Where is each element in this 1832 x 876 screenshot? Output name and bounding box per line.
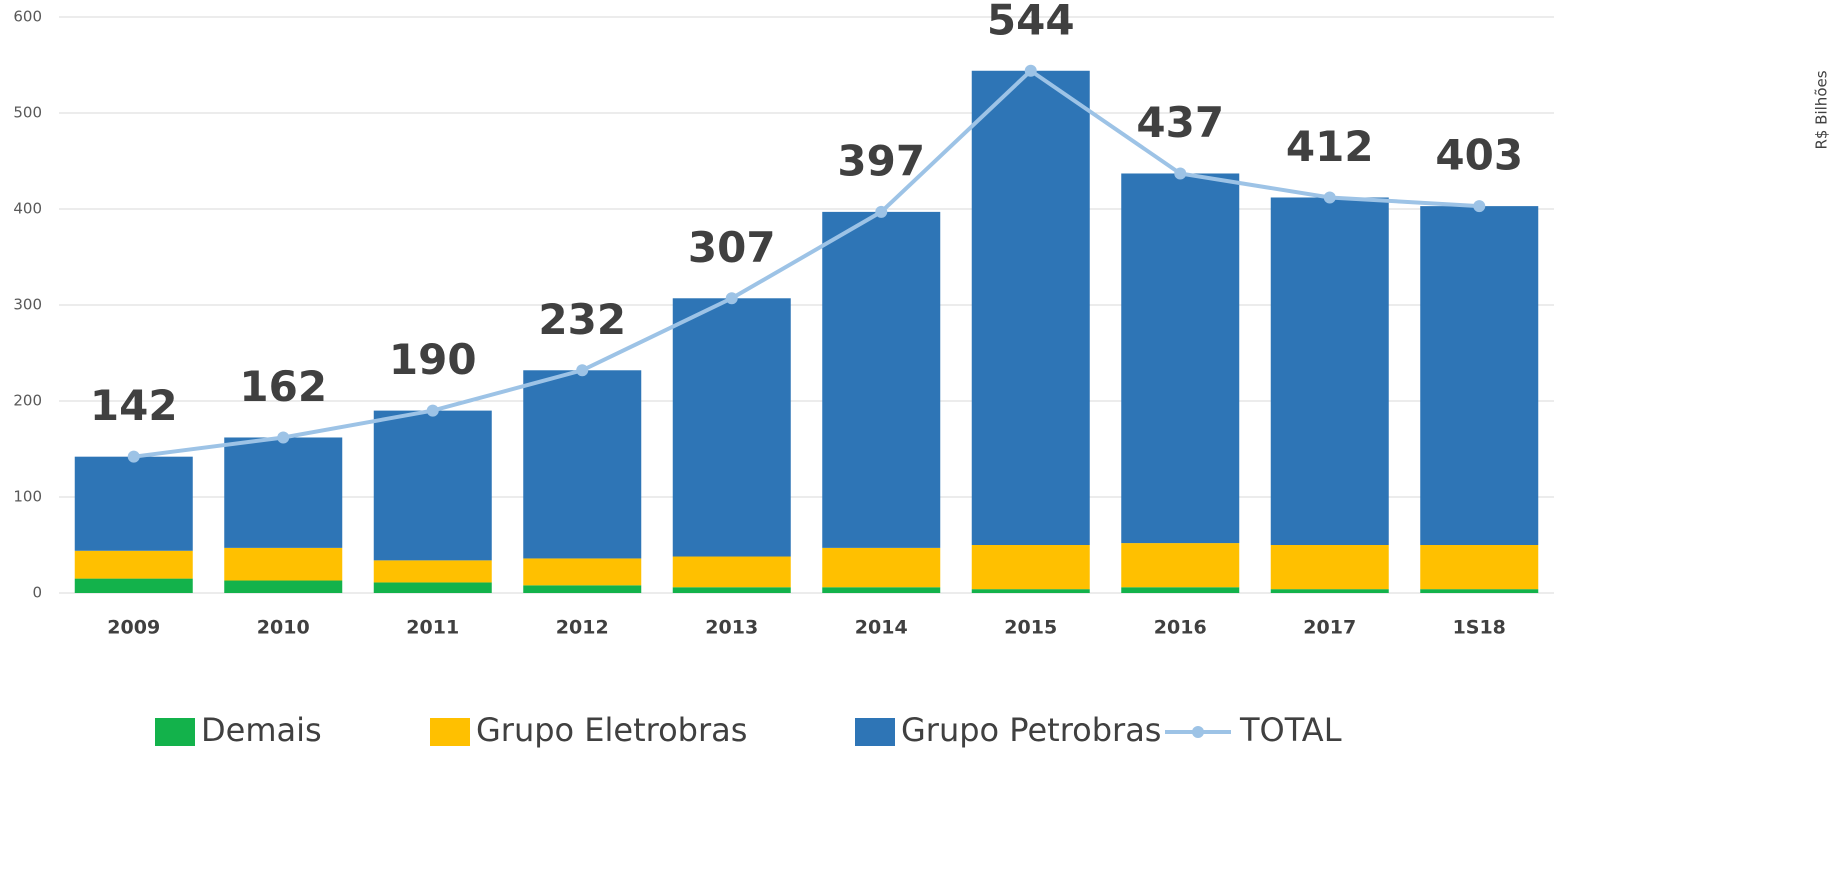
data-label: 190 [389,335,477,384]
bar-segment [1420,545,1539,590]
bar-segment [971,70,1090,545]
x-tick-label: 2015 [1004,617,1057,639]
bar-segment [523,585,642,593]
bar-segment [1121,587,1240,593]
x-tick-label: 2011 [406,617,459,639]
y-tick-label: 200 [13,392,42,410]
x-tick-label: 2012 [556,617,609,639]
bar-segment [1420,206,1539,545]
bar-segment [74,578,193,593]
bar-segment [971,589,1090,593]
legend-marker [1192,726,1204,738]
bar-segment [373,582,492,593]
x-tick-label: 2016 [1154,617,1207,639]
x-tick-label: 2013 [705,617,758,639]
bar-segment [1270,589,1389,593]
total-line [133,68,1480,459]
bar-segment [373,560,492,583]
bar-segment [822,211,941,548]
x-tick-label: 2014 [855,617,908,639]
data-label: 412 [1286,122,1374,171]
total-point [576,364,589,377]
y-tick-label: 400 [13,200,42,218]
bar-segment [672,298,791,557]
legend-label: TOTAL [1239,711,1342,749]
y-tick-label: 300 [13,296,42,314]
bar-segment [971,545,1090,590]
bar-segment [672,587,791,593]
bar-segment [523,558,642,586]
total-point [875,205,888,218]
data-label: 403 [1435,131,1523,180]
y-axis-label: R$ Bilhões [1813,70,1831,149]
bar-segment [822,587,941,593]
bar-segment [224,580,343,593]
data-label: 232 [538,295,626,344]
y-tick-label: 500 [13,104,42,122]
bar-segment [74,550,193,579]
total-point [1174,167,1187,180]
bar-segment [523,370,642,559]
x-tick-label: 1S18 [1453,617,1506,639]
data-label: 437 [1136,98,1224,147]
legend-marker [855,718,895,746]
data-label: 307 [688,223,776,272]
total-point [277,431,290,444]
legend-marker [155,718,195,746]
bar-segment [1121,543,1240,588]
total-point [127,450,140,463]
bar-segment [1270,197,1389,546]
y-tick-label: 100 [13,488,42,506]
y-tick-label: 0 [32,584,42,602]
data-label: 397 [837,136,925,185]
legend-label: Grupo Eletrobras [476,711,747,749]
bar-segment [224,437,343,548]
x-tick-label: 2017 [1303,617,1356,639]
bar-segment [1121,173,1240,544]
data-label: 544 [987,0,1075,44]
bar-segment [74,456,193,551]
data-label: 142 [90,381,178,430]
legend-label: Demais [201,711,322,749]
y-tick-label: 600 [13,8,42,26]
data-label: 162 [239,362,327,411]
total-point [426,404,439,417]
bar-segment [1420,589,1539,593]
total-point [1323,191,1336,204]
legend-marker [430,718,470,746]
total-point [1024,64,1037,77]
total-point [725,292,738,305]
legend-label: Grupo Petrobras [901,711,1161,749]
bar-segment [672,556,791,588]
bar-segment [1270,545,1389,590]
bar-segment [373,410,492,561]
bar-segment [224,547,343,581]
x-tick-label: 2010 [257,617,310,639]
bar-segment [822,547,941,588]
x-tick-label: 2009 [107,617,160,639]
total-point [1473,200,1486,213]
